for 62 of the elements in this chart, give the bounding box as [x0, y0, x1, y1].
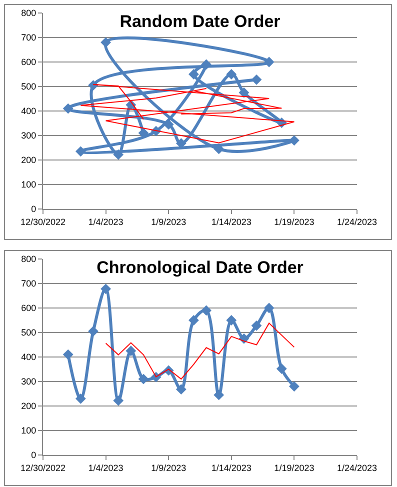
- x-tick-label: 1/9/2023: [151, 216, 186, 227]
- x-tick-label: 1/19/2023: [274, 216, 314, 227]
- y-tick-label: 200: [21, 401, 36, 412]
- x-tick-label: 12/30/2022: [20, 462, 66, 473]
- y-tick-label: 400: [21, 106, 36, 116]
- y-tick-label: 600: [21, 303, 36, 314]
- y-tick-label: 0: [31, 450, 36, 460]
- point: [62, 349, 74, 360]
- point: [88, 80, 98, 90]
- point: [188, 315, 199, 326]
- point: [75, 146, 86, 157]
- point: [113, 395, 124, 406]
- point: [201, 59, 212, 70]
- x-tick-label: 12/30/2022: [20, 216, 66, 227]
- y-tick-label: 300: [21, 376, 36, 387]
- point: [62, 103, 74, 114]
- x-tick-label: 1/9/2023: [151, 462, 186, 473]
- y-tick-label: 800: [21, 8, 36, 18]
- point: [214, 390, 224, 400]
- y-tick-label: 100: [21, 426, 36, 436]
- point: [264, 56, 274, 68]
- point: [289, 135, 300, 146]
- point: [226, 69, 237, 80]
- point: [201, 305, 212, 316]
- point: [226, 315, 237, 326]
- y-tick-label: 800: [21, 254, 36, 264]
- point: [100, 284, 111, 294]
- point: [289, 381, 300, 392]
- x-tick-label: 1/24/2023: [336, 462, 378, 473]
- point: [126, 346, 136, 356]
- point: [276, 364, 287, 374]
- y-tick-label: 500: [21, 328, 36, 338]
- point: [100, 37, 111, 48]
- point: [264, 302, 274, 314]
- point: [251, 74, 262, 85]
- point: [188, 69, 199, 80]
- y-tick-label: 300: [21, 130, 36, 141]
- y-tick-label: 100: [21, 180, 36, 190]
- point: [214, 144, 224, 154]
- y-tick-label: 700: [21, 278, 36, 289]
- point: [251, 320, 262, 331]
- point: [163, 119, 174, 130]
- y-tick-label: 400: [21, 352, 36, 362]
- y-tick-label: 0: [31, 204, 36, 214]
- x-tick-label: 1/4/2023: [88, 216, 124, 227]
- point: [238, 87, 250, 98]
- point: [75, 393, 86, 404]
- y-tick-label: 200: [21, 155, 36, 166]
- x-tick-label: 1/24/2023: [336, 216, 378, 227]
- point: [113, 149, 124, 160]
- y-tick-label: 500: [21, 82, 36, 92]
- chart-title: Random Date Order: [120, 12, 281, 31]
- point: [176, 384, 186, 395]
- x-tick-label: 1/14/2023: [211, 216, 252, 227]
- chart-title: Chronological Date Order: [96, 258, 304, 277]
- y-tick-label: 700: [21, 32, 36, 43]
- x-tick-label: 1/19/2023: [274, 462, 314, 473]
- x-tick-label: 1/14/2023: [211, 462, 252, 473]
- y-tick-label: 600: [21, 57, 36, 68]
- x-tick-label: 1/4/2023: [88, 462, 124, 473]
- point: [88, 326, 98, 336]
- point: [138, 374, 149, 384]
